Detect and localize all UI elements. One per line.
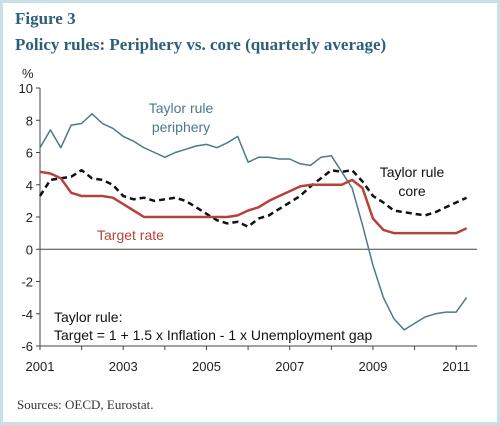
annotation-target: Target rate <box>97 227 164 243</box>
annotation-periphery: Taylor rule <box>149 100 214 116</box>
y-tick-label: 0 <box>26 242 33 257</box>
y-tick-label: 10 <box>19 81 33 96</box>
annotation-formula: Taylor rule: <box>54 309 122 325</box>
x-tick-label: 2009 <box>358 359 387 374</box>
x-tick-label: 2007 <box>275 359 304 374</box>
series-line-target <box>39 170 468 235</box>
x-tick-label: 2003 <box>109 359 138 374</box>
annotation-core: Taylor rule <box>380 164 445 180</box>
y-axis-unit-label: % <box>22 66 34 81</box>
annotation-formula: Target = 1 + 1.5 x Inflation - 1 x Unemp… <box>54 327 373 343</box>
y-tick-label: 2 <box>26 210 33 225</box>
figure-sources: Sources: OECD, Eurostat. <box>17 397 154 412</box>
figure-label: Figure 3 <box>15 9 76 28</box>
x-tick-label: 2001 <box>26 359 55 374</box>
annotation-core: core <box>398 183 425 199</box>
series-line-core <box>38 168 468 228</box>
y-tick-label: 6 <box>26 146 33 161</box>
series-line-periphery <box>39 113 468 331</box>
x-tick-label: 2005 <box>192 359 221 374</box>
y-tick-label: -2 <box>21 275 33 290</box>
x-tick-label: 2011 <box>442 359 470 374</box>
y-tick-label: 8 <box>26 113 33 128</box>
figure-title: Policy rules: Periphery vs. core (quarte… <box>15 35 387 54</box>
y-tick-label: -4 <box>21 307 33 322</box>
y-tick-label: 4 <box>26 178 33 193</box>
annotation-periphery: periphery <box>152 119 210 135</box>
y-tick-label: -6 <box>21 339 33 354</box>
